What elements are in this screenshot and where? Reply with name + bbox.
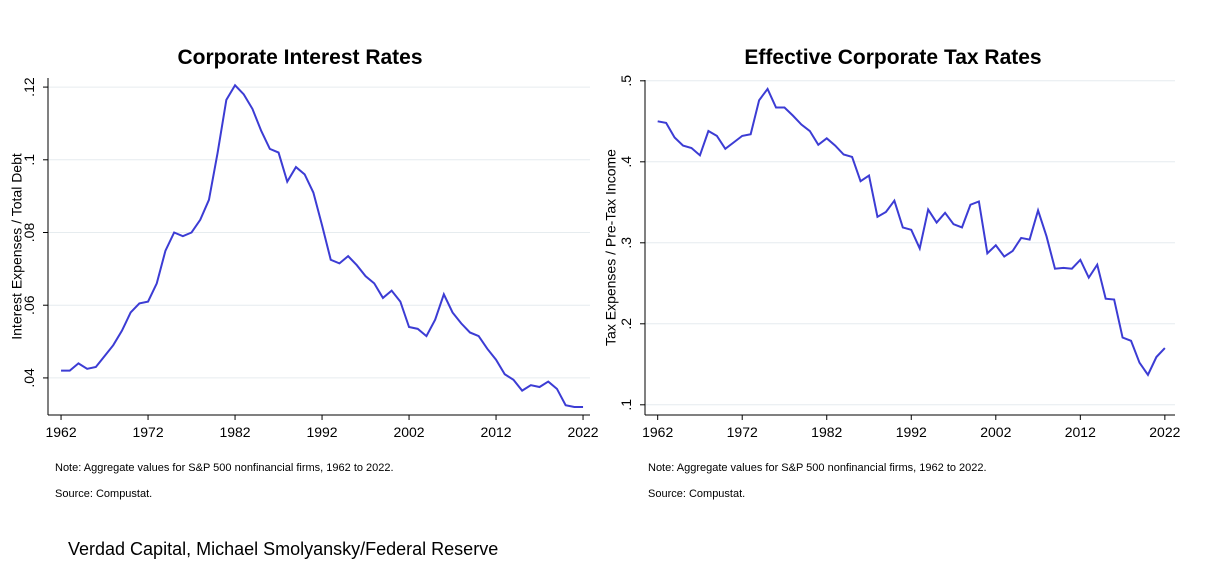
x-tick-label: 2012 xyxy=(480,424,511,440)
y-tick-label: .04 xyxy=(21,368,37,388)
chart-title: Corporate Interest Rates xyxy=(177,46,422,69)
note: Note: Aggregate values for S&P 500 nonfi… xyxy=(55,462,394,474)
x-tick-label: 1962 xyxy=(642,424,673,440)
x-tick-label: 1992 xyxy=(306,424,337,440)
y-tick-label: .1 xyxy=(618,399,634,411)
note: Note: Aggregate values for S&P 500 nonfi… xyxy=(648,462,987,474)
x-tick-label: 1962 xyxy=(45,424,76,440)
line-series xyxy=(61,83,584,408)
source: Source: Compustat. xyxy=(55,488,152,500)
y-tick-label: .2 xyxy=(618,318,634,330)
source: Source: Compustat. xyxy=(648,488,745,500)
x-tick-label: 1972 xyxy=(132,424,163,440)
y-axis-title: Tax Expenses / Pre-Tax Income xyxy=(603,149,619,346)
y-tick-label: .3 xyxy=(618,237,634,249)
x-tick-label: 2012 xyxy=(1065,424,1096,440)
caption: Verdad Capital, Michael Smolyansky/Feder… xyxy=(68,539,498,559)
x-tick-label: 1982 xyxy=(811,424,842,440)
x-tick-label: 1992 xyxy=(896,424,927,440)
y-tick-label: .5 xyxy=(618,75,634,87)
x-tick-label: 2002 xyxy=(980,424,1011,440)
chart-title: Effective Corporate Tax Rates xyxy=(744,46,1041,69)
x-tick-label: 2002 xyxy=(393,424,424,440)
x-tick-label: 1982 xyxy=(219,424,250,440)
y-tick-label: .4 xyxy=(618,156,634,168)
y-axis-title: Interest Expenses / Total Debt xyxy=(9,153,25,340)
x-tick-label: 1972 xyxy=(727,424,758,440)
y-tick-label: .08 xyxy=(21,223,37,243)
y-tick-label: .12 xyxy=(21,77,37,97)
x-tick-label: 2022 xyxy=(567,424,598,440)
line-series xyxy=(657,86,1166,377)
x-tick-label: 2022 xyxy=(1149,424,1180,440)
y-tick-label: .1 xyxy=(21,154,37,166)
y-tick-label: .06 xyxy=(21,295,37,315)
